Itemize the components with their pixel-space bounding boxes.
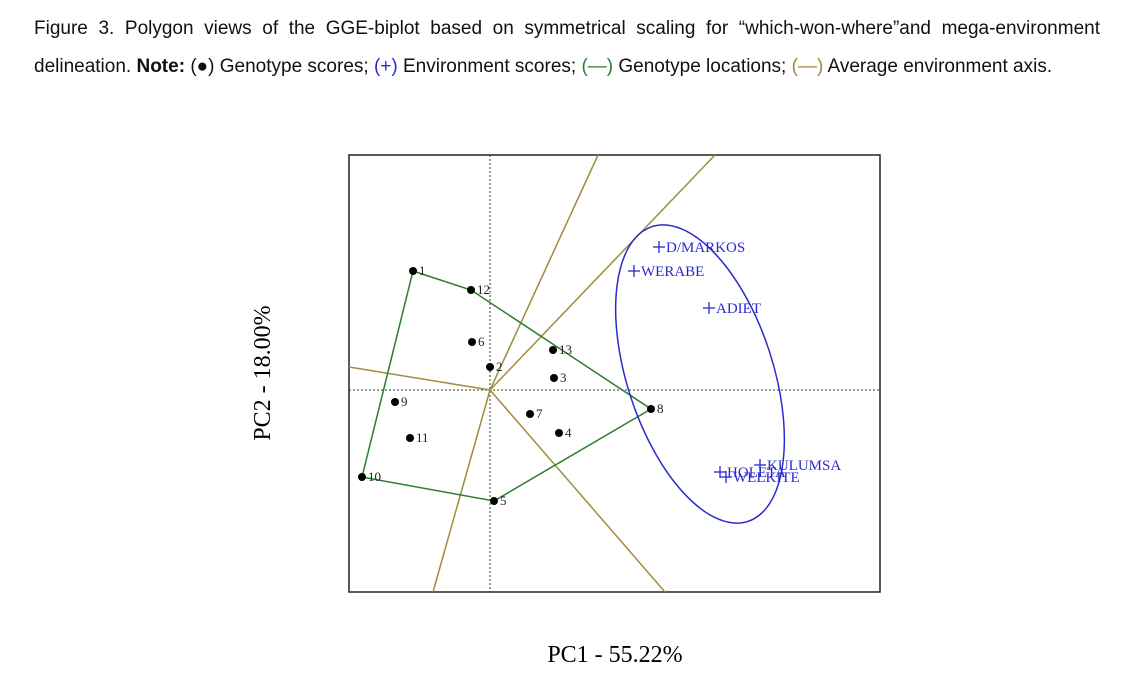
mega-environment-ellipse bbox=[614, 224, 786, 524]
genotype-label: 8 bbox=[657, 401, 664, 416]
sector-line bbox=[432, 389, 491, 593]
genotype-point bbox=[486, 363, 494, 371]
genotype-label: 1 bbox=[419, 263, 426, 278]
genotype-label: 13 bbox=[559, 342, 572, 357]
legend-symbol: (+) bbox=[373, 56, 398, 77]
genotype-point bbox=[467, 286, 475, 294]
caption: Figure 3. Polygon views of the GGE-biplo… bbox=[34, 10, 1100, 86]
x-axis-label: PC1 - 55.22% bbox=[547, 642, 682, 668]
genotype-label: 12 bbox=[477, 282, 490, 297]
legend-text: Genotype scores; bbox=[219, 56, 369, 77]
sector-lines bbox=[348, 154, 716, 593]
legend-symbol: (—) bbox=[791, 56, 824, 77]
plot-frame bbox=[348, 154, 881, 593]
sector-line bbox=[348, 366, 491, 391]
genotype-label: 5 bbox=[500, 493, 507, 508]
sector-line bbox=[489, 154, 716, 391]
genotype-label: 11 bbox=[416, 430, 429, 445]
genotype-point bbox=[468, 338, 476, 346]
genotype-label: 10 bbox=[368, 469, 381, 484]
environment-label: WELKITE bbox=[733, 470, 800, 486]
genotype-point bbox=[555, 429, 563, 437]
sector-line bbox=[489, 154, 599, 391]
legend-text: Genotype locations; bbox=[618, 56, 787, 77]
environment-label: ADIET bbox=[716, 301, 761, 317]
legend-text: Environment scores; bbox=[402, 56, 577, 77]
environment-label: KULUMSA bbox=[767, 458, 841, 474]
legend-symbol: (●) bbox=[190, 56, 215, 77]
legend-text: Average environment axis. bbox=[827, 56, 1053, 77]
genotype-point bbox=[406, 434, 414, 442]
polygon bbox=[361, 270, 653, 502]
figure-label: Figure 3. bbox=[34, 18, 115, 39]
genotype-point bbox=[490, 497, 498, 505]
y-axis-label: PC2 - 18.00% bbox=[250, 305, 276, 440]
genotype-point bbox=[526, 410, 534, 418]
genotype-point bbox=[549, 346, 557, 354]
legend-symbol: (—) bbox=[581, 56, 614, 77]
genotype-label: 7 bbox=[536, 406, 543, 421]
genotype-point bbox=[550, 374, 558, 382]
genotype-label: 9 bbox=[401, 394, 408, 409]
caption-text: Polygon views of the GGE-biplot based on… bbox=[34, 18, 1100, 77]
genotype-label: 2 bbox=[496, 359, 503, 374]
genotype-point bbox=[409, 267, 417, 275]
genotype-point bbox=[647, 405, 655, 413]
environment-label: WERABE bbox=[641, 264, 704, 280]
environment-label: HOLETA bbox=[727, 465, 786, 481]
sector-line bbox=[489, 389, 666, 593]
environment-label: D/MARKOS bbox=[666, 240, 745, 256]
genotype-label: 6 bbox=[478, 334, 485, 349]
genotype-point bbox=[358, 473, 366, 481]
genotype-label: 3 bbox=[560, 370, 567, 385]
genotype-point bbox=[391, 398, 399, 406]
note-label: Note: bbox=[136, 56, 186, 77]
genotype-label: 4 bbox=[565, 425, 572, 440]
